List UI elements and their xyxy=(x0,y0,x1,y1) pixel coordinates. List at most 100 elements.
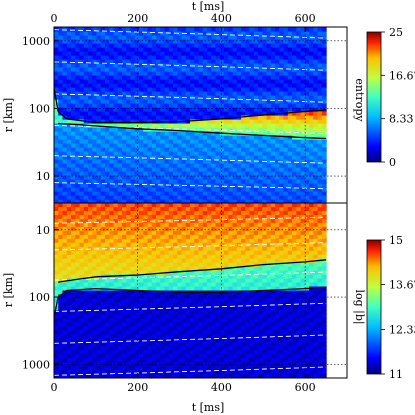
heatmap-cell xyxy=(92,270,98,276)
heatmap-cell xyxy=(249,210,255,216)
heatmap-cell xyxy=(117,83,123,88)
heatmap-cell xyxy=(100,314,106,319)
heatmap-cell xyxy=(258,222,263,228)
heatmap-cell xyxy=(143,191,149,196)
heatmap-cell xyxy=(287,59,293,64)
heatmap-cell xyxy=(122,199,127,203)
heatmap-cell xyxy=(313,55,319,60)
heatmap-cell xyxy=(224,350,229,355)
heatmap-cell xyxy=(88,179,93,184)
heatmap-cell xyxy=(266,151,272,156)
heatmap-cell xyxy=(160,131,166,136)
heatmap-cell xyxy=(96,206,102,212)
heatmap-cell xyxy=(58,39,64,44)
heatmap-cell xyxy=(126,354,132,359)
heatmap-cell xyxy=(198,51,204,56)
heatmap-cell xyxy=(283,135,289,140)
heatmap-cell xyxy=(245,322,251,327)
heatmap-cell xyxy=(292,27,297,32)
heatmap-cell xyxy=(283,75,289,80)
heatmap-cell xyxy=(236,366,242,371)
heatmap-cell xyxy=(270,171,276,176)
heatmap-cell xyxy=(173,163,178,168)
heatmap-cell xyxy=(96,155,102,160)
heatmap-cell xyxy=(321,55,327,60)
heatmap-cell xyxy=(113,306,119,311)
heatmap-cell xyxy=(245,31,251,36)
heatmap-cell xyxy=(62,155,68,160)
heatmap-cell xyxy=(202,302,208,308)
heatmap-cell xyxy=(309,59,314,64)
heatmap-cell xyxy=(66,95,72,100)
heatmap-cell xyxy=(130,51,136,56)
heatmap-cell xyxy=(232,79,238,84)
heatmap-cell xyxy=(71,191,76,196)
heatmap-cell xyxy=(279,123,285,128)
heatmap-cell xyxy=(194,354,200,359)
heatmap-cell xyxy=(105,135,110,140)
heatmap-cell xyxy=(113,334,119,339)
heatmap-cell xyxy=(304,51,310,56)
heatmap-cell xyxy=(198,95,204,100)
heatmap-cell xyxy=(168,103,174,108)
heatmap-cell xyxy=(62,151,68,156)
heatmap-cell xyxy=(215,234,221,240)
heatmap-cell xyxy=(245,226,251,232)
heatmap-cell xyxy=(262,67,268,72)
heatmap-cell xyxy=(224,59,229,64)
heatmap-cell xyxy=(105,51,110,56)
heatmap-cell xyxy=(279,71,285,76)
heatmap-cell xyxy=(156,354,161,359)
heatmap-cell xyxy=(151,203,157,208)
heatmap-cell xyxy=(126,278,132,284)
heatmap-cell xyxy=(58,139,64,144)
heatmap-cell xyxy=(88,278,93,284)
heatmap-cell xyxy=(177,147,183,152)
heatmap-cell xyxy=(168,318,174,323)
heatmap-cell xyxy=(126,163,132,168)
heatmap-cell xyxy=(190,330,195,335)
heatmap-cell xyxy=(296,151,302,156)
heatmap-cell xyxy=(75,366,81,371)
heatmap-cell xyxy=(236,143,242,148)
heatmap-cell xyxy=(62,43,68,48)
heatmap-cell xyxy=(109,59,115,64)
heatmap-cell xyxy=(228,151,234,156)
heatmap-cell xyxy=(126,111,132,116)
heatmap-cell xyxy=(117,175,123,180)
heatmap-cell xyxy=(215,35,221,40)
heatmap-cell xyxy=(151,262,157,268)
heatmap-cell xyxy=(185,191,191,196)
heatmap-cell xyxy=(62,318,68,323)
heatmap-cell xyxy=(241,43,246,48)
heatmap-cell xyxy=(190,139,195,144)
heatmap-cell xyxy=(113,314,119,319)
heatmap-cell xyxy=(181,326,187,331)
heatmap-cell xyxy=(321,139,327,144)
heatmap-cell xyxy=(71,206,76,212)
heatmap-cell xyxy=(122,107,127,112)
heatmap-cell xyxy=(219,91,225,96)
heatmap-cell xyxy=(96,199,102,203)
heatmap-cell xyxy=(92,39,98,44)
heatmap-cell xyxy=(207,282,212,288)
heatmap-cell xyxy=(249,242,255,248)
heatmap-cell xyxy=(198,47,204,52)
heatmap-cell xyxy=(249,107,255,112)
heatmap-cell xyxy=(177,139,183,144)
heatmap-cell xyxy=(168,167,174,172)
x-tick-label: 400 xyxy=(211,12,232,25)
heatmap-cell xyxy=(126,358,132,363)
heatmap-cell xyxy=(113,350,119,355)
heatmap-cell xyxy=(232,27,238,32)
heatmap-cell xyxy=(321,83,327,88)
heatmap-cell xyxy=(75,254,81,260)
heatmap-cell xyxy=(79,83,85,88)
heatmap-cell xyxy=(249,87,255,92)
heatmap-cell xyxy=(198,31,204,36)
heatmap-cell xyxy=(185,75,191,80)
heatmap-cell xyxy=(211,83,217,88)
heatmap-cell xyxy=(207,191,212,196)
heatmap-cell xyxy=(202,358,208,363)
heatmap-cell xyxy=(181,218,187,224)
